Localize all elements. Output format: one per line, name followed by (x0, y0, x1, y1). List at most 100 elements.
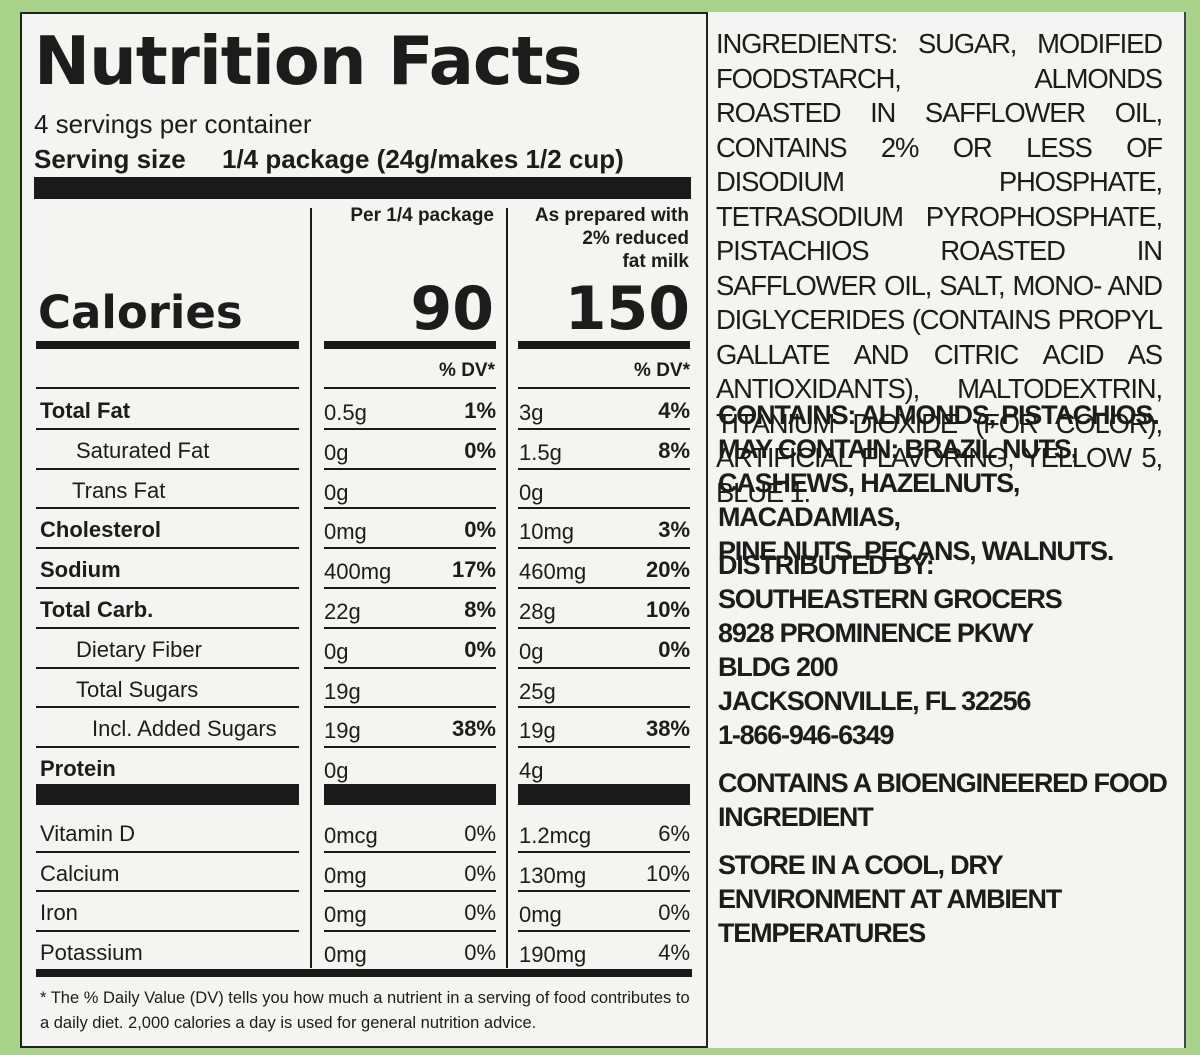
row-divider (36, 746, 299, 749)
vitamin-bar-3 (518, 784, 690, 805)
nutrient-dv-col2: 8% (658, 437, 690, 463)
storage-instructions: STORE IN A COOL, DRY ENVIRONMENT AT AMBI… (718, 848, 1062, 950)
nutrient-label: Total Sugars (76, 676, 199, 702)
row-divider (324, 929, 496, 932)
vitamin-label: Iron (40, 900, 78, 926)
row-divider (36, 626, 299, 629)
col2-header-line3: fat milk (622, 251, 689, 272)
allergen-line: MAY CONTAIN: BRAZIL NUTS, (718, 434, 1078, 464)
row-divider (518, 626, 690, 629)
row-divider (518, 587, 690, 589)
nutrient-amount-col1: 0g (324, 439, 349, 465)
nutrient-amount-col2: 3g (519, 400, 544, 425)
ingredients-text: INGREDIENTS: SUGAR, MODIFIED FOODSTARCH,… (716, 28, 1163, 508)
distributor-line: DISTRIBUTED BY: (718, 550, 935, 580)
vitamin-dv-col1: 0% (464, 939, 496, 965)
row-divider (36, 706, 299, 709)
nutrient-dv-col2: 0% (658, 636, 690, 662)
row-divider (324, 746, 496, 749)
serving-size-label: Serving size (34, 144, 186, 174)
bioengineered-statement: CONTAINS A BIOENGINEERED FOOD INGREDIENT (718, 766, 1168, 834)
distributor-line: SOUTHEASTERN GROCERS (718, 584, 1063, 614)
calories-bar-2 (324, 341, 496, 349)
distributor-info: DISTRIBUTED BY: SOUTHEASTERN GROCERS 892… (718, 548, 1063, 752)
row-divider (324, 706, 496, 709)
row-divider (324, 467, 496, 470)
vitamin-dv-col1: 0% (464, 860, 496, 886)
nutrient-label: Total Fat (40, 398, 131, 423)
serving-size-value: 1/4 package (24g/makes 1/2 cup) (222, 144, 624, 174)
nutrient-amount-col2: 19g (519, 718, 556, 744)
nutrient-amount-col1: 0g (324, 758, 349, 784)
vitamin-amount-col1: 0mg (324, 941, 367, 967)
nutrient-amount-col1: 0g (324, 638, 349, 664)
row-divider (518, 387, 690, 389)
vitamin-amount-col2: 0mg (519, 902, 562, 928)
row-divider (518, 929, 690, 932)
row-divider (518, 746, 690, 749)
row-divider (324, 507, 496, 510)
row-divider (36, 666, 299, 669)
nutrient-dv-col1: 8% (464, 597, 496, 622)
nutrient-amount-col2: 1.5g (519, 439, 562, 465)
row-divider (518, 467, 690, 470)
row-divider (324, 587, 496, 589)
row-divider (324, 666, 496, 669)
nutrient-amount-col1: 22g (324, 599, 361, 624)
column-divider-1 (310, 208, 312, 968)
vitamin-dv-col1: 0% (464, 900, 496, 926)
row-divider (324, 427, 496, 430)
nutrient-label: Cholesterol (40, 517, 162, 543)
col2-header-line1: As prepared with (534, 205, 689, 226)
nutrient-label: Incl. Added Sugars (92, 716, 277, 742)
row-divider (518, 706, 690, 709)
nutrient-dv-col2: 38% (645, 716, 690, 742)
vitamin-amount-col2: 130mg (519, 862, 587, 888)
row-divider (36, 547, 299, 550)
row-divider (36, 427, 299, 430)
servings-per-container: 4 servings per container (34, 109, 312, 139)
row-divider (518, 547, 690, 550)
nutrient-amount-col1: 0mg (324, 519, 367, 545)
vitamin-amount-col1: 0mg (324, 862, 367, 888)
storage-line: TEMPERATURES (718, 918, 926, 948)
col1-header: Per 1/4 package (350, 205, 494, 226)
nutrient-dv-col1: 0% (464, 437, 496, 463)
nutrient-dv-col1: 17% (451, 557, 496, 583)
vitamin-label: Calcium (40, 860, 120, 886)
row-divider (36, 467, 299, 470)
nutrient-amount-col1: 0g (324, 479, 349, 505)
row-divider (36, 890, 299, 893)
nutrient-dv-col2: 10% (645, 597, 690, 622)
nutrient-amount-col2: 28g (519, 599, 556, 624)
nutrient-amount-col1: 19g (324, 678, 361, 704)
vitamin-label: Vitamin D (40, 821, 135, 846)
row-divider (518, 507, 690, 510)
row-divider (324, 890, 496, 893)
row-divider (518, 427, 690, 430)
nutrient-dv-col2: 20% (645, 557, 690, 583)
vitamin-label: Potassium (40, 939, 143, 965)
vitamin-bar-1 (36, 784, 299, 805)
nutrient-label: Protein (40, 756, 116, 782)
nutrient-label: Sodium (40, 557, 121, 583)
distributor-phone: 1-866-946-6349 (718, 720, 895, 750)
nutrient-dv-col2: 3% (658, 517, 690, 543)
vitamin-dv-col2: 6% (658, 821, 690, 846)
col2-header: As prepared with 2% reduced fat milk (514, 204, 689, 273)
nutrient-label: Saturated Fat (76, 437, 210, 463)
nutrient-dv-col1: 1% (464, 398, 496, 423)
nutrient-dv-col2: 4% (658, 398, 690, 423)
serving-size: Serving size 1/4 package (24g/makes 1/2 … (34, 144, 624, 175)
distributor-line: JACKSONVILLE, FL 32256 (718, 686, 1031, 716)
calories-label: Calories (38, 286, 243, 339)
row-divider (518, 850, 690, 853)
col2-header-line2: 2% reduced (582, 228, 689, 249)
calories-bar-1 (36, 341, 299, 349)
vitamin-bar-2 (324, 784, 496, 805)
nutrient-amount-col2: 460mg (519, 559, 587, 585)
row-divider (36, 587, 299, 589)
row-divider (324, 547, 496, 550)
vitamin-dv-col2: 10% (645, 860, 690, 886)
footnote: * The % Daily Value (DV) tells you how m… (40, 989, 690, 1032)
